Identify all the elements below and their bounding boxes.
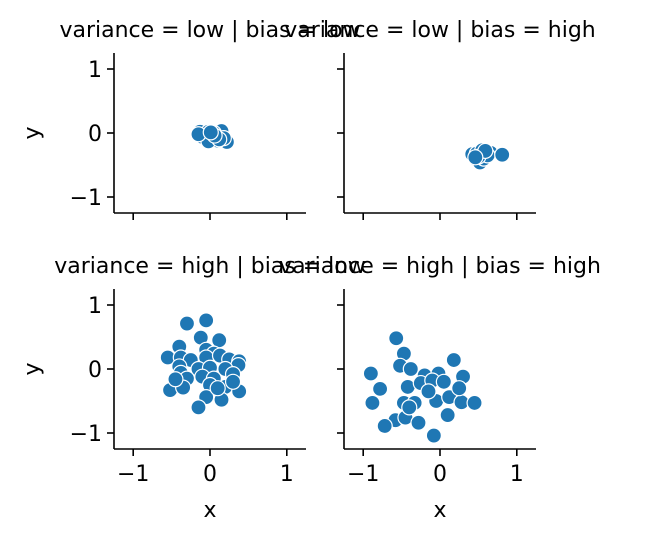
y-tick-label: 1 [88,58,102,83]
facet-panel-2: variance = high | bias = low −1 0 1 −1 0 1 y x [20,254,366,523]
scatter-point [445,351,462,369]
scatter-point [190,399,207,416]
facet-title: variance = low | bias = low [59,18,360,43]
scatter-point [425,427,442,444]
scatter-point [376,417,393,435]
scatter-point [198,312,215,329]
scatter-point [202,124,219,141]
y-tick-label: 0 [88,358,102,383]
scatter-point [371,380,389,397]
scatter-point [420,383,437,400]
x-axis-label: x [433,498,446,523]
scatter-point [467,149,484,166]
x-tick-label: 0 [433,462,447,487]
x-tick-label: −1 [117,462,149,487]
scatter-point [388,330,405,347]
scatter-point [209,380,226,397]
x-axis-label: x [203,498,216,523]
y-tick-label: −1 [70,186,102,211]
facet-panel-0: variance = low | bias = low −1 0 1 y [20,18,361,220]
scatter-point [466,394,483,412]
scatter-point [178,315,196,332]
facet-title: variance = high | bias = high [279,254,601,279]
facet-title: variance = low | bias = high [284,18,596,43]
y-tick-label: 1 [88,294,102,319]
facet-title: variance = high | bias = low [54,254,366,279]
x-tick-label: −1 [347,462,379,487]
y-axis-label: y [20,126,45,139]
x-tick-label: 1 [280,462,294,487]
scatter-point [224,373,242,390]
scatter-point [401,399,418,416]
facet-panel-1: variance = low | bias = high [284,18,596,220]
x-tick-label: 1 [510,462,524,487]
y-tick-label: −1 [70,422,102,447]
scatter-point [362,365,379,382]
scatter-point [435,373,452,390]
scatter-point [451,380,468,397]
scatter-point [167,371,184,388]
scatter-point [410,414,427,431]
scatter-point [402,360,419,378]
scatter-point [494,146,511,163]
facet-panel-3: variance = high | bias = high −1 0 1 x [279,254,601,523]
scatter-point [211,332,228,349]
y-axis-label: y [20,362,45,375]
scatter-point [364,394,381,412]
scatter-point [439,406,456,424]
x-tick-label: 0 [203,462,217,487]
y-tick-label: 0 [88,122,102,147]
